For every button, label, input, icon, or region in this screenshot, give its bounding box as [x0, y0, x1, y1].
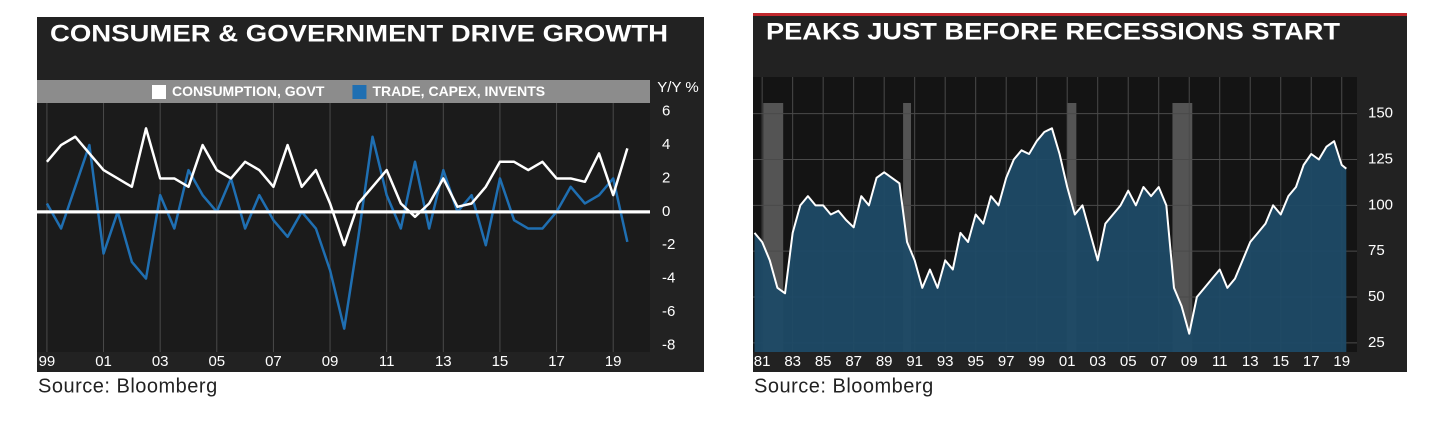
x-tick-label: 91 [906, 353, 923, 370]
y-axis-label: Y/Y % [657, 79, 698, 96]
x-tick-label: 11 [1212, 353, 1228, 370]
source-note: Source: Bloomberg [754, 375, 934, 397]
y-tick-label: 4 [662, 136, 670, 153]
recession-shade [903, 103, 912, 352]
x-tick-label: 99 [1028, 353, 1045, 370]
x-tick-label: 81 [754, 353, 771, 370]
series-line [45, 127, 629, 247]
y-tick-label: -4 [662, 270, 675, 287]
y-tick-label: 25 [1368, 334, 1385, 351]
chart-title: PEAKS JUST BEFORE RECESSIONS START [766, 18, 1340, 45]
x-tick-label: 93 [937, 353, 954, 370]
y-tick-label: -2 [662, 236, 675, 253]
x-tick-label: 15 [492, 353, 509, 370]
x-tick-label: 03 [152, 353, 169, 370]
legend-band [37, 80, 650, 103]
y-tick-label: 6 [662, 103, 670, 120]
x-tick-label: 07 [1150, 353, 1167, 370]
top-rule [753, 13, 1407, 16]
x-tick-label: 11 [379, 353, 395, 370]
x-tick-label: 85 [815, 353, 832, 370]
x-tick-label: 97 [998, 353, 1015, 370]
y-tick-label: 100 [1368, 196, 1393, 213]
x-tick-label: 89 [876, 353, 893, 370]
x-tick-label: 95 [967, 353, 984, 370]
legend-swatch [352, 85, 367, 99]
series-line [45, 135, 629, 330]
chart-title: CONSUMER & GOVERNMENT DRIVE GROWTH [50, 20, 668, 47]
x-tick-label: 09 [1181, 353, 1198, 370]
x-tick-label: 07 [265, 353, 282, 370]
recession-shade [1172, 103, 1193, 352]
legend-label: CONSUMPTION, GOVT [172, 83, 325, 99]
x-tick-label: 17 [548, 353, 565, 370]
x-tick-label: 09 [322, 353, 339, 370]
y-tick-label: 0 [662, 203, 670, 220]
x-tick-label: 17 [1303, 353, 1320, 370]
y-tick-label: 125 [1368, 150, 1393, 167]
series-line [753, 127, 1347, 335]
x-tick-label: 83 [784, 353, 801, 370]
source-note: Source: Bloomberg [38, 375, 218, 397]
legend-swatch [152, 85, 166, 99]
x-tick-label: 05 [208, 353, 225, 370]
x-tick-label: 87 [845, 353, 862, 370]
x-tick-label: 13 [435, 353, 452, 370]
y-tick-label: 50 [1368, 288, 1385, 305]
x-tick-label: 19 [605, 353, 622, 370]
x-tick-label: 15 [1272, 353, 1289, 370]
x-tick-label: 19 [1333, 353, 1350, 370]
y-tick-label: 2 [662, 169, 670, 186]
x-tick-label: 05 [1120, 353, 1137, 370]
plot-area [37, 80, 650, 352]
x-tick-label: 01 [1059, 353, 1076, 370]
y-tick-label: -8 [662, 336, 675, 353]
x-tick-label: 01 [95, 353, 112, 370]
y-tick-label: -6 [662, 303, 675, 320]
x-tick-label: 99 [39, 353, 56, 370]
x-tick-label: 03 [1089, 353, 1106, 370]
y-tick-label: 150 [1368, 105, 1393, 122]
y-tick-label: 75 [1368, 242, 1385, 259]
x-tick-label: 13 [1242, 353, 1259, 370]
legend-label: TRADE, CAPEX, INVENTS [372, 83, 545, 99]
